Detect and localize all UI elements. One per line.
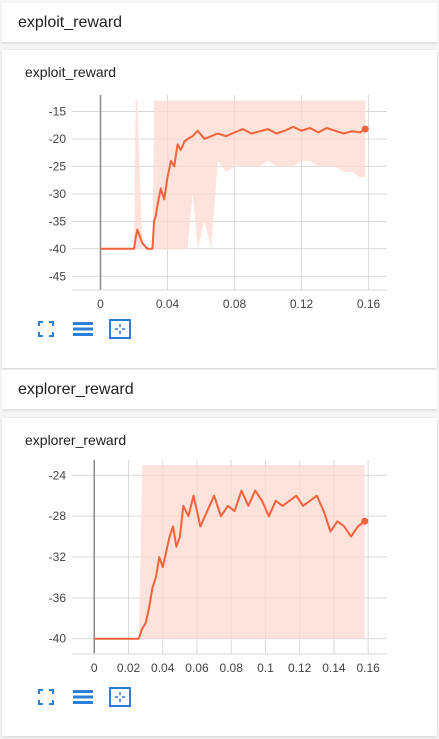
chart-toolbar (35, 686, 131, 708)
x-tick-label: 0 (91, 661, 98, 675)
line-chart-explorer-reward[interactable]: -24 -28 -32 -36 -40 0 0.02 0.04 0.06 0.08 0.1 0.12 0… (2, 418, 437, 736)
x-tick-label: 0.06 (185, 661, 209, 675)
section-title: exploit_reward (18, 13, 123, 31)
y-tick-label: -32 (49, 550, 67, 564)
x-tick-label: 0.1 (257, 661, 274, 675)
chart-card-exploit-reward: exploit_reward -15 -20 -25 -30 -35 -40 -45 0 0.0… (2, 50, 437, 368)
y-tick-label: -40 (49, 242, 67, 256)
x-tick-label: 0.16 (357, 297, 381, 311)
section-header-explorer-reward[interactable]: explorer_reward (2, 370, 437, 410)
chart-card-explorer-reward: explorer_reward -24 -28 -32 -36 -40 0 0.02 0.04… (2, 418, 437, 736)
toggle-log-scale-icon[interactable] (72, 318, 94, 340)
x-tick-label: 0.08 (223, 297, 247, 311)
series-end-point (361, 125, 369, 133)
x-tick-label: 0.04 (156, 297, 180, 311)
series-range-band (100, 100, 366, 249)
series-end-point (361, 517, 369, 525)
y-tick-label: -20 (49, 132, 67, 146)
series-line (94, 489, 366, 640)
x-tick-label: 0.14 (322, 661, 346, 675)
toggle-log-scale-icon[interactable] (72, 686, 94, 708)
fit-domain-icon[interactable] (35, 318, 57, 340)
x-tick-label: 0.04 (151, 661, 175, 675)
x-tick-label: 0.08 (220, 661, 244, 675)
fit-domain-icon[interactable] (35, 686, 57, 708)
y-tick-label: -36 (49, 591, 67, 605)
x-tick-label: 0 (97, 297, 104, 311)
y-tick-label: -40 (49, 632, 67, 646)
chart-title: exploit_reward (25, 64, 117, 80)
y-tick-label: -15 (49, 104, 67, 118)
chart-title: explorer_reward (25, 432, 127, 448)
section-header-exploit-reward[interactable]: exploit_reward (2, 3, 437, 43)
line-chart-exploit-reward[interactable]: -15 -20 -25 -30 -35 -40 -45 0 0.04 0.08 0.12 0.16 (2, 50, 437, 368)
series-line (100, 125, 366, 250)
y-tick-label: -45 (49, 269, 67, 283)
y-tick-label: -35 (49, 214, 67, 228)
y-tick-label: -28 (49, 509, 67, 523)
x-tick-label: 0.12 (290, 297, 314, 311)
y-tick-label: -24 (49, 468, 67, 482)
y-tick-label: -25 (49, 159, 67, 173)
x-tick-label: 0.16 (356, 661, 380, 675)
series-range-band (94, 465, 365, 639)
y-tick-label: -30 (49, 187, 67, 201)
toggle-selection-icon[interactable] (109, 318, 131, 340)
x-tick-label: 0.12 (288, 661, 312, 675)
section-title: explorer_reward (18, 380, 134, 398)
toggle-selection-icon[interactable] (109, 686, 131, 708)
x-tick-label: 0.02 (117, 661, 141, 675)
chart-toolbar (35, 318, 131, 340)
